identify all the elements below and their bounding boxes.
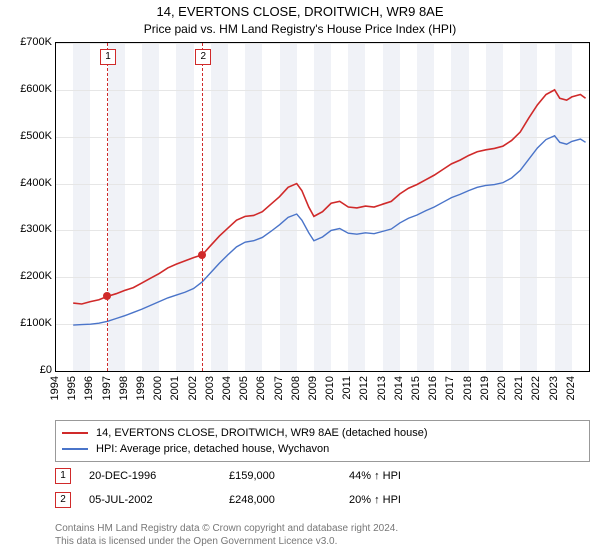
chart-title: 14, EVERTONS CLOSE, DROITWICH, WR9 8AE	[0, 4, 600, 19]
legend-swatch	[62, 448, 88, 450]
x-tick-label: 2019	[479, 376, 491, 400]
y-tick-label: £700K	[2, 36, 52, 48]
x-tick-label: 2000	[152, 376, 164, 400]
event-marker-icon: 1	[100, 49, 116, 65]
x-tick-label: 2020	[496, 376, 508, 400]
legend-row: 14, EVERTONS CLOSE, DROITWICH, WR9 8AE (…	[62, 425, 583, 441]
x-tick-label: 2010	[324, 376, 336, 400]
y-tick-label: £500K	[2, 130, 52, 142]
series-line	[73, 90, 585, 304]
x-tick-label: 2017	[444, 376, 456, 400]
sale-date: 05-JUL-2002	[89, 494, 229, 506]
y-tick-label: £200K	[2, 270, 52, 282]
x-tick-label: 2013	[376, 376, 388, 400]
x-tick-label: 2003	[204, 376, 216, 400]
x-tick-label: 2002	[187, 376, 199, 400]
sale-delta: 44% ↑ HPI	[349, 470, 401, 482]
legend-swatch	[62, 432, 88, 434]
x-tick-label: 1999	[135, 376, 147, 400]
x-tick-label: 2015	[410, 376, 422, 400]
x-tick-label: 2007	[273, 376, 285, 400]
y-tick-label: £300K	[2, 223, 52, 235]
x-tick-label: 2008	[290, 376, 302, 400]
x-tick-label: 1996	[83, 376, 95, 400]
x-tick-label: 2006	[255, 376, 267, 400]
event-marker-icon: 2	[195, 49, 211, 65]
sale-price: £248,000	[229, 494, 349, 506]
chart-lines-svg	[56, 43, 589, 371]
chart-subtitle: Price paid vs. HM Land Registry's House …	[0, 22, 600, 36]
x-tick-label: 2022	[530, 376, 542, 400]
x-tick-label: 1995	[66, 376, 78, 400]
x-tick-label: 2011	[341, 376, 353, 400]
x-tick-label: 2005	[238, 376, 250, 400]
x-tick-label: 2016	[427, 376, 439, 400]
plot-area: 12	[55, 42, 590, 372]
x-tick-label: 2024	[565, 376, 577, 400]
sale-point-dot	[198, 251, 206, 259]
x-tick-label: 1994	[49, 376, 61, 400]
sale-marker-icon: 2	[55, 492, 71, 508]
y-tick-label: £100K	[2, 317, 52, 329]
sale-delta: 20% ↑ HPI	[349, 494, 401, 506]
series-line	[73, 136, 585, 325]
legend-row: HPI: Average price, detached house, Wych…	[62, 441, 583, 457]
footer-line-1: Contains HM Land Registry data © Crown c…	[55, 523, 398, 534]
x-tick-label: 1997	[101, 376, 113, 400]
sale-marker-icon: 1	[55, 468, 71, 484]
x-tick-label: 2018	[462, 376, 474, 400]
legend-box: 14, EVERTONS CLOSE, DROITWICH, WR9 8AE (…	[55, 420, 590, 462]
x-tick-label: 2001	[169, 376, 181, 400]
event-vline	[107, 43, 108, 371]
chart-container: 14, EVERTONS CLOSE, DROITWICH, WR9 8AE P…	[0, 0, 600, 560]
footer-text: Contains HM Land Registry data © Crown c…	[55, 522, 590, 548]
x-tick-label: 2012	[358, 376, 370, 400]
sale-row: 2 05-JUL-2002 £248,000 20% ↑ HPI	[55, 492, 590, 508]
y-tick-label: £600K	[2, 83, 52, 95]
x-tick-label: 2004	[221, 376, 233, 400]
sale-point-dot	[103, 292, 111, 300]
x-tick-label: 2009	[307, 376, 319, 400]
x-tick-label: 2014	[393, 376, 405, 400]
y-tick-label: £400K	[2, 177, 52, 189]
legend-label: 14, EVERTONS CLOSE, DROITWICH, WR9 8AE (…	[96, 427, 428, 439]
sale-row: 1 20-DEC-1996 £159,000 44% ↑ HPI	[55, 468, 590, 484]
footer-line-2: This data is licensed under the Open Gov…	[55, 536, 337, 547]
x-tick-label: 2021	[513, 376, 525, 400]
x-tick-label: 1998	[118, 376, 130, 400]
x-tick-label: 2023	[548, 376, 560, 400]
sale-date: 20-DEC-1996	[89, 470, 229, 482]
y-tick-label: £0	[2, 364, 52, 376]
sale-price: £159,000	[229, 470, 349, 482]
legend-label: HPI: Average price, detached house, Wych…	[96, 443, 329, 455]
event-vline	[202, 43, 203, 371]
